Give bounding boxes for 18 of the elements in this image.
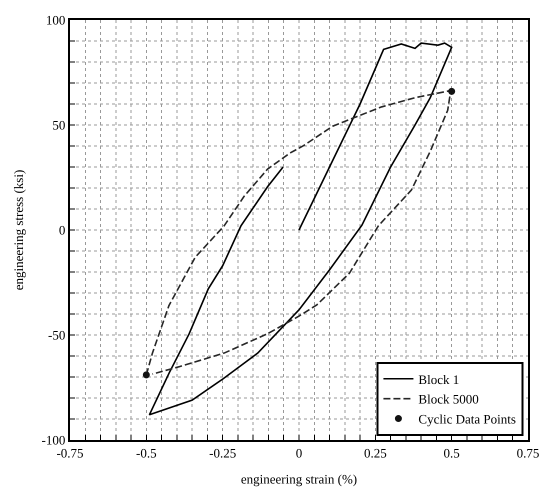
x-tick-label: -0.5	[136, 446, 157, 461]
x-tick-label: -0.25	[209, 446, 236, 461]
y-tick-label: -100	[42, 432, 66, 448]
x-tick-label: 0	[296, 446, 302, 461]
y-tick-label: 0	[58, 222, 66, 238]
y-tick-label: 100	[46, 12, 66, 28]
y-axis-title: engineering stress (ksi)	[11, 170, 26, 290]
x-tick-label: 0.75	[516, 446, 540, 461]
legend-label: Block 1	[418, 372, 460, 387]
x-tick-label: 0.5	[444, 446, 460, 461]
legend-label: Cyclic Data Points	[418, 412, 516, 427]
line-series	[148, 42, 452, 416]
legend-label: Block 5000	[418, 392, 479, 407]
x-axis-title: engineering strain (%)	[240, 472, 358, 487]
y-tick-label: -50	[48, 328, 66, 343]
y-tick-label: 50	[52, 118, 66, 133]
x-tick-label: 0.25	[364, 446, 387, 461]
x-tick-label: -0.75	[56, 446, 84, 461]
